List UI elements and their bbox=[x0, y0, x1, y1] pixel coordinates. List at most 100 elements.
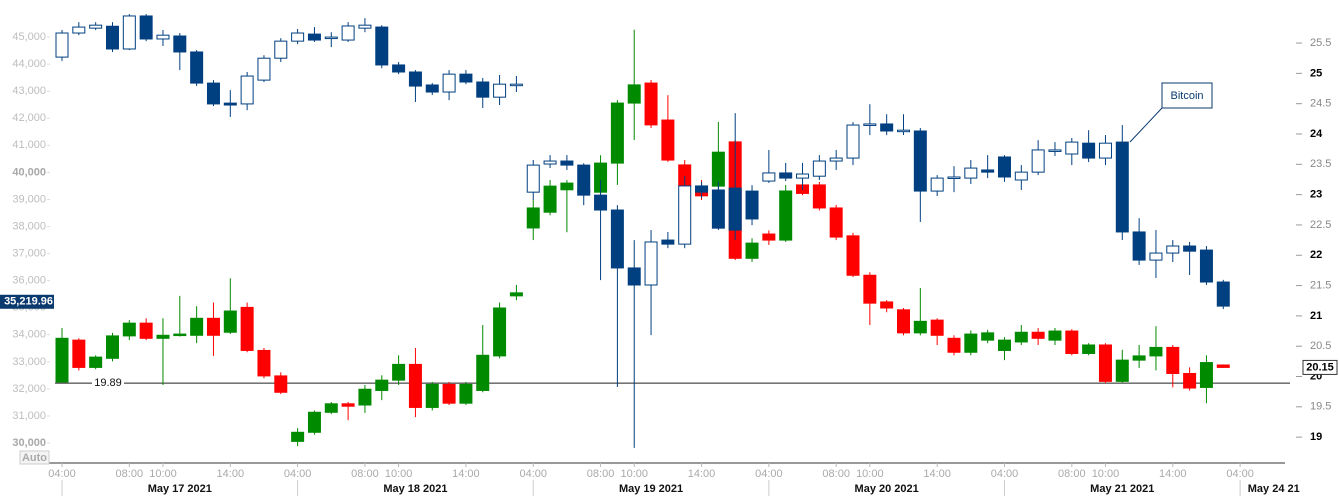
candle-body bbox=[930, 177, 944, 192]
x-tick-label: 08:00 bbox=[351, 468, 379, 480]
candle-body bbox=[324, 403, 338, 413]
candle-body bbox=[291, 32, 305, 42]
y2-tick-label: 23 bbox=[1310, 189, 1322, 201]
candle-body bbox=[543, 185, 557, 213]
candle-body bbox=[1031, 149, 1045, 173]
candle-body bbox=[762, 233, 776, 241]
candle-body bbox=[1216, 281, 1230, 307]
candle-body bbox=[661, 239, 675, 245]
candle-body bbox=[1149, 252, 1163, 261]
x-tick-label: 04:00 bbox=[1226, 468, 1254, 480]
candle-body bbox=[913, 320, 927, 334]
candle-body bbox=[981, 332, 995, 341]
x-tick-label: 08:00 bbox=[1058, 468, 1086, 480]
candle-body bbox=[324, 36, 338, 40]
candle-body bbox=[425, 84, 439, 93]
y2-tick-label: 25 bbox=[1310, 67, 1322, 79]
candle-body bbox=[307, 33, 321, 41]
y-tick-label: 30,000 bbox=[12, 437, 46, 449]
candle-body bbox=[1199, 362, 1213, 388]
candle-body bbox=[964, 333, 978, 353]
y2-tick-label: 22.5 bbox=[1310, 219, 1331, 231]
candle-body bbox=[1183, 372, 1197, 389]
y-tick-label: 38,000 bbox=[12, 220, 46, 232]
candle-body bbox=[105, 335, 119, 359]
candle-body bbox=[796, 173, 810, 179]
y-tick-label: 36,000 bbox=[12, 275, 46, 287]
candle-body bbox=[459, 383, 473, 404]
candle-body bbox=[341, 25, 355, 41]
auto-button-label[interactable]: Auto bbox=[22, 452, 47, 464]
reference-label-bg bbox=[92, 376, 124, 391]
candle-body bbox=[863, 274, 877, 304]
x-tick-label: 14:00 bbox=[217, 468, 245, 480]
x-tick-label: 10:00 bbox=[1092, 468, 1120, 480]
candle-body bbox=[122, 322, 136, 337]
candle-body bbox=[1048, 330, 1062, 341]
candle-body bbox=[223, 102, 237, 106]
x-tick-label: 08:00 bbox=[116, 468, 144, 480]
candle-body bbox=[829, 157, 843, 162]
candle-body bbox=[392, 363, 406, 381]
x-tick-label: 14:00 bbox=[688, 468, 716, 480]
y2-tick-label: 24 bbox=[1310, 128, 1323, 140]
y-tick-label: 37,000 bbox=[12, 248, 46, 260]
x-tick-label: 14:00 bbox=[1159, 468, 1187, 480]
candle-body bbox=[476, 81, 490, 98]
x-tick-label: 14:00 bbox=[923, 468, 951, 480]
y-tick-label: 31,000 bbox=[12, 410, 46, 422]
candle-body bbox=[442, 383, 456, 404]
candle-body bbox=[1132, 231, 1146, 261]
candle-body bbox=[1132, 355, 1146, 361]
candle-body bbox=[644, 241, 658, 286]
candle-body bbox=[206, 82, 220, 105]
candle-body bbox=[526, 207, 540, 229]
candle-body bbox=[206, 317, 220, 336]
candle-body bbox=[173, 333, 187, 337]
candle-body bbox=[526, 164, 540, 193]
candle-body bbox=[829, 207, 843, 238]
candle-body bbox=[610, 209, 624, 269]
candle-body bbox=[493, 83, 507, 98]
day-label: May 17 2021 bbox=[148, 483, 212, 495]
candle-body bbox=[644, 82, 658, 126]
candle-body bbox=[846, 124, 860, 159]
candle-body bbox=[779, 190, 793, 241]
candle-body bbox=[913, 130, 927, 192]
day-label: May 20 2021 bbox=[855, 483, 919, 495]
candle-body bbox=[72, 26, 86, 34]
candle-body bbox=[105, 25, 119, 50]
candle-body bbox=[779, 172, 793, 179]
y-tick-label: 41,000 bbox=[12, 139, 46, 151]
candle-body bbox=[594, 194, 608, 211]
candle-body bbox=[341, 403, 355, 407]
auto-button[interactable] bbox=[19, 450, 50, 465]
candle-body bbox=[880, 123, 894, 132]
candle-body bbox=[1082, 344, 1096, 354]
candle-body bbox=[762, 172, 776, 182]
candle-body bbox=[156, 334, 170, 339]
y-tick-label: 43,000 bbox=[12, 85, 46, 97]
y2-tick-label: 22 bbox=[1310, 249, 1322, 261]
candle-body bbox=[274, 375, 288, 393]
day-label: May 19 2021 bbox=[619, 483, 683, 495]
candle-body bbox=[930, 319, 944, 336]
candle-body bbox=[678, 185, 692, 245]
y2-tick-label: 25.5 bbox=[1310, 37, 1331, 49]
candle-body bbox=[1216, 364, 1230, 368]
candle-body bbox=[812, 184, 826, 209]
candle-body bbox=[509, 292, 523, 297]
x-tick-label: 08:00 bbox=[822, 468, 850, 480]
candle-body bbox=[307, 411, 321, 433]
candle-body bbox=[1199, 249, 1213, 283]
candle-body bbox=[745, 242, 759, 259]
candle-body bbox=[257, 57, 271, 81]
candle-body bbox=[863, 123, 877, 126]
candle-body bbox=[695, 185, 709, 193]
y-tick-label: 45,000 bbox=[12, 31, 46, 43]
candle-body bbox=[997, 339, 1011, 351]
candle-body bbox=[1098, 142, 1112, 159]
candle-body bbox=[291, 431, 305, 442]
day-label: May 24 21 bbox=[1248, 483, 1300, 495]
